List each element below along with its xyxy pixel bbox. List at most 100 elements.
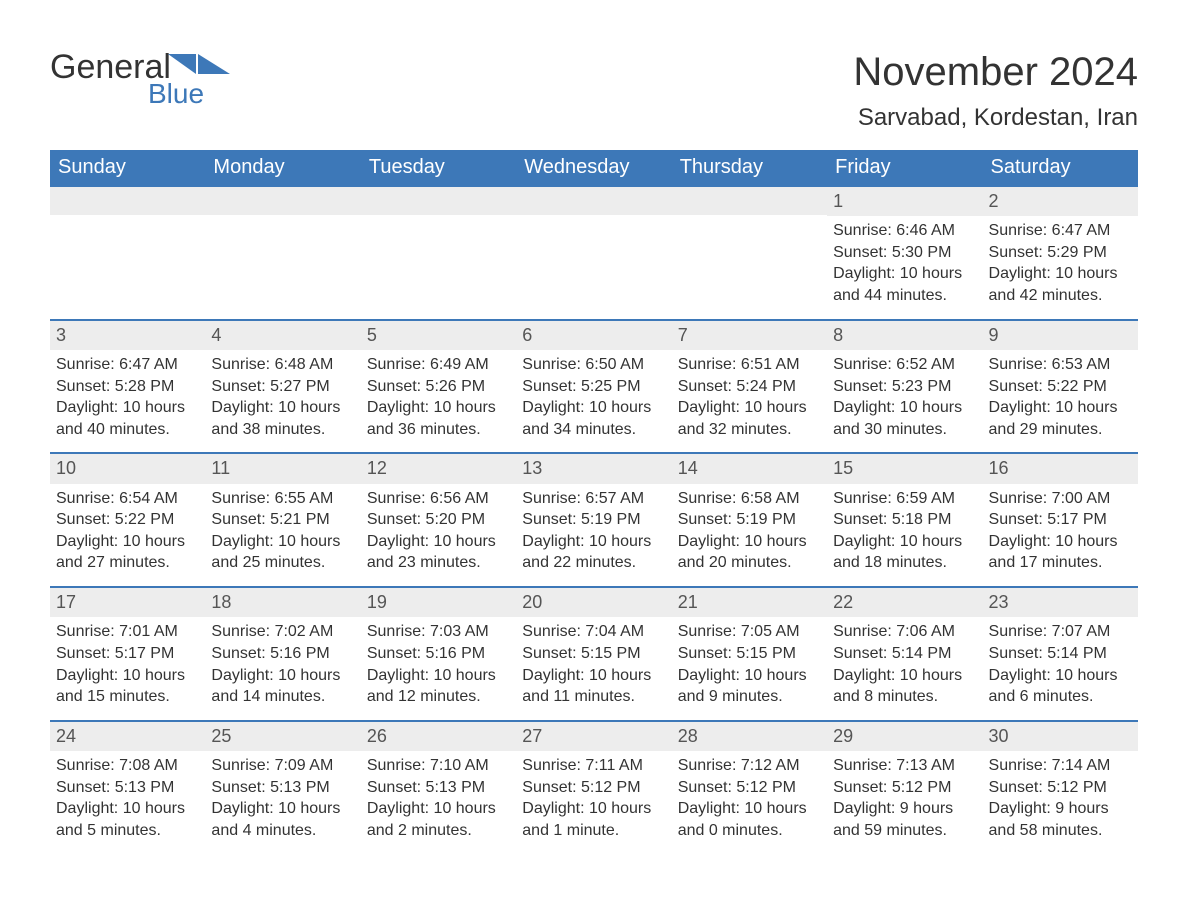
sunrise-text: Sunrise: 7:10 AM	[367, 755, 510, 777]
date-number: 16	[983, 454, 1138, 483]
calendar-cell: 13 Sunrise: 6:57 AMSunset: 5:19 PMDayligh…	[516, 454, 671, 586]
sunset-text: Sunset: 5:13 PM	[367, 777, 510, 799]
sunrise-text: Sunrise: 6:49 AM	[367, 354, 510, 376]
week-row: 3Sunrise: 6:47 AMSunset: 5:28 PMDaylight…	[50, 319, 1138, 453]
weeks-container: 1Sunrise: 6:46 AMSunset: 5:30 PMDaylight…	[50, 187, 1138, 853]
sunset-text: Sunset: 5:12 PM	[833, 777, 976, 799]
calendar-cell: 27Sunrise: 7:11 AMSunset: 5:12 PMDayligh…	[516, 722, 671, 854]
calendar-cell: 20Sunrise: 7:04 AMSunset: 5:15 PMDayligh…	[516, 588, 671, 720]
sunrise-text: Sunrise: 7:12 AM	[678, 755, 821, 777]
cell-body: Sunrise: 7:06 AMSunset: 5:14 PMDaylight:…	[827, 617, 982, 719]
week-row: 10Sunrise: 6:54 AMSunset: 5:22 PMDayligh…	[50, 452, 1138, 586]
sunset-text: Sunset: 5:14 PM	[989, 643, 1132, 665]
sunrise-text: Sunrise: 7:07 AM	[989, 621, 1132, 643]
calendar-cell: 25Sunrise: 7:09 AMSunset: 5:13 PMDayligh…	[205, 722, 360, 854]
calendar-cell: 2Sunrise: 6:47 AMSunset: 5:29 PMDaylight…	[983, 187, 1138, 319]
daylight-text: Daylight: 10 hours and 18 minutes.	[833, 531, 976, 574]
daylight-text: Daylight: 10 hours and 30 minutes.	[833, 397, 976, 440]
daylight-text: Daylight: 10 hours and 38 minutes.	[211, 397, 354, 440]
location-subtitle: Sarvabad, Kordestan, Iran	[853, 104, 1138, 132]
calendar-cell: 7Sunrise: 6:51 AMSunset: 5:24 PMDaylight…	[672, 321, 827, 453]
calendar-cell: 29Sunrise: 7:13 AMSunset: 5:12 PMDayligh…	[827, 722, 982, 854]
brand-logo: General Blue	[50, 50, 171, 84]
sunset-text: Sunset: 5:23 PM	[833, 376, 976, 398]
calendar-cell: 14Sunrise: 6:58 AMSunset: 5:19 PMDayligh…	[672, 454, 827, 586]
calendar-cell: 10Sunrise: 6:54 AMSunset: 5:22 PMDayligh…	[50, 454, 205, 586]
calendar-cell: 16Sunrise: 7:00 AMSunset: 5:17 PMDayligh…	[983, 454, 1138, 586]
daylight-text: Daylight: 10 hours and 12 minutes.	[367, 665, 510, 708]
daylight-text: Daylight: 9 hours and 59 minutes.	[833, 798, 976, 841]
cell-body: Sunrise: 6:50 AMSunset: 5:25 PMDaylight:…	[516, 350, 671, 452]
cell-body: Sunrise: 7:13 AMSunset: 5:12 PMDaylight:…	[827, 751, 982, 853]
sunrise-text: Sunrise: 7:06 AM	[833, 621, 976, 643]
calendar-cell: 26Sunrise: 7:10 AMSunset: 5:13 PMDayligh…	[361, 722, 516, 854]
weekday-label: Tuesday	[361, 150, 516, 187]
sunset-text: Sunset: 5:15 PM	[678, 643, 821, 665]
daylight-text: Daylight: 10 hours and 15 minutes.	[56, 665, 199, 708]
calendar-cell: 3Sunrise: 6:47 AMSunset: 5:28 PMDaylight…	[50, 321, 205, 453]
flag-icon	[168, 54, 230, 83]
daylight-text: Daylight: 10 hours and 6 minutes.	[989, 665, 1132, 708]
daylight-text: Daylight: 10 hours and 40 minutes.	[56, 397, 199, 440]
daylight-text: Daylight: 10 hours and 32 minutes.	[678, 397, 821, 440]
weekday-label: Sunday	[50, 150, 205, 187]
daylight-text: Daylight: 10 hours and 20 minutes.	[678, 531, 821, 574]
date-number: 24	[50, 722, 205, 751]
title-block: November 2024 Sarvabad, Kordestan, Iran	[853, 50, 1138, 132]
sunrise-text: Sunrise: 7:11 AM	[522, 755, 665, 777]
cell-body: Sunrise: 6:49 AMSunset: 5:26 PMDaylight:…	[361, 350, 516, 452]
cell-body: Sunrise: 6:55 AMSunset: 5:21 PMDaylight:…	[205, 484, 360, 586]
sunset-text: Sunset: 5:29 PM	[989, 242, 1132, 264]
date-number: 10	[50, 454, 205, 483]
calendar-cell: 11Sunrise: 6:55 AMSunset: 5:21 PMDayligh…	[205, 454, 360, 586]
cell-body: Sunrise: 6:48 AMSunset: 5:27 PMDaylight:…	[205, 350, 360, 452]
date-number: 30	[983, 722, 1138, 751]
calendar-cell: 19Sunrise: 7:03 AMSunset: 5:16 PMDayligh…	[361, 588, 516, 720]
date-number: 15	[827, 454, 982, 483]
date-number: 4	[205, 321, 360, 350]
sunset-text: Sunset: 5:16 PM	[211, 643, 354, 665]
week-row: 24 Sunrise: 7:08 AM Sunset: 5:13 PM Dayligh…	[50, 720, 1138, 854]
cell-body: Sunrise: 6:53 AMSunset: 5:22 PMDaylight:…	[983, 350, 1138, 452]
sunset-text: Sunset: 5:18 PM	[833, 509, 976, 531]
sunset-text: Sunset: 5:17 PM	[56, 643, 199, 665]
sunrise-text: Sunrise: 6:48 AM	[211, 354, 354, 376]
sunrise-text: Sunrise: 7:03 AM	[367, 621, 510, 643]
date-number: 18	[205, 588, 360, 617]
sunset-text: Sunset: 5:17 PM	[989, 509, 1132, 531]
date-number: 13	[516, 454, 671, 483]
date-number: 8	[827, 321, 982, 350]
sunset-text: Sunset: 5:19 PM	[522, 509, 665, 531]
date-number	[516, 187, 671, 215]
cell-body: Sunrise: 7:14 AMSunset: 5:12 PMDaylight:…	[983, 751, 1138, 853]
sunrise-text: Sunrise: 6:47 AM	[989, 220, 1132, 242]
sunrise-text: Sunrise: 7:02 AM	[211, 621, 354, 643]
daylight-text: Daylight: 10 hours and 36 minutes.	[367, 397, 510, 440]
calendar-cell: 5Sunrise: 6:49 AMSunset: 5:26 PMDaylight…	[361, 321, 516, 453]
date-number: 28	[672, 722, 827, 751]
daylight-text: Daylight: 10 hours and 27 minutes.	[56, 531, 199, 574]
sunset-text: Sunset: 5:12 PM	[678, 777, 821, 799]
date-number: 17	[50, 588, 205, 617]
sunrise-text: Sunrise: 6:57 AM	[522, 488, 665, 510]
cell-body: Sunrise: 7:09 AMSunset: 5:13 PMDaylight:…	[205, 751, 360, 853]
sunset-text: Sunset: 5:15 PM	[522, 643, 665, 665]
daylight-text: Daylight: 10 hours and 25 minutes.	[211, 531, 354, 574]
daylight-text: Daylight: 10 hours and 22 minutes.	[522, 531, 665, 574]
sunset-text: Sunset: 5:14 PM	[833, 643, 976, 665]
date-number: 12	[361, 454, 516, 483]
date-number: 9	[983, 321, 1138, 350]
calendar-cell: 28Sunrise: 7:12 AMSunset: 5:12 PMDayligh…	[672, 722, 827, 854]
sunset-text: Sunset: 5:22 PM	[989, 376, 1132, 398]
cell-body: Sunrise: 6:54 AMSunset: 5:22 PMDaylight:…	[50, 484, 205, 586]
cell-body: Sunrise: 7:01 AMSunset: 5:17 PMDaylight:…	[50, 617, 205, 719]
daylight-text: Daylight: 10 hours and 42 minutes.	[989, 263, 1132, 306]
sunrise-text: Sunrise: 7:08 AM	[56, 755, 199, 777]
daylight-text: Daylight: 10 hours and 5 minutes.	[56, 798, 199, 841]
week-row: 1Sunrise: 6:46 AMSunset: 5:30 PMDaylight…	[50, 187, 1138, 319]
sunrise-text: Sunrise: 6:46 AM	[833, 220, 976, 242]
sunset-text: Sunset: 5:12 PM	[989, 777, 1132, 799]
sunset-text: Sunset: 5:13 PM	[211, 777, 354, 799]
calendar-cell	[205, 187, 360, 319]
cell-body: Sunrise: 7:07 AMSunset: 5:14 PMDaylight:…	[983, 617, 1138, 719]
